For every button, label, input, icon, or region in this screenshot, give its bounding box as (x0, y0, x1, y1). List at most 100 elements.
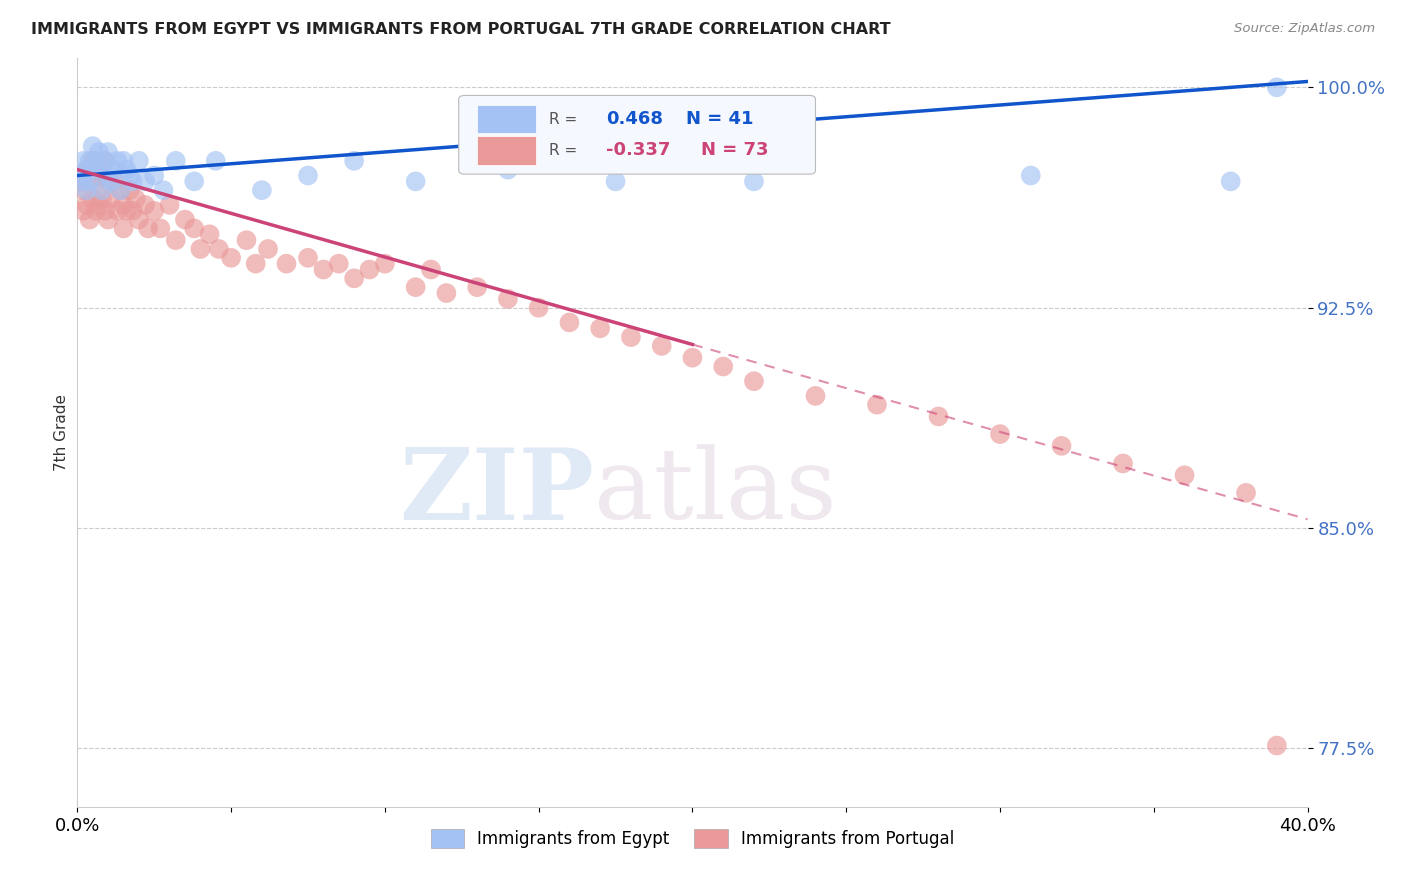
Legend: Immigrants from Egypt, Immigrants from Portugal: Immigrants from Egypt, Immigrants from P… (423, 822, 962, 855)
Point (118, 169, 141, 183)
Point (208, 242, 231, 256)
Point (651, 339, 673, 353)
Point (84, 174, 107, 188)
Text: R =: R = (548, 143, 576, 158)
Point (183, 221, 205, 235)
Point (1265, 739, 1288, 753)
Point (115, 162, 138, 177)
Point (250, 183, 273, 197)
Text: atlas: atlas (595, 445, 837, 541)
Point (257, 242, 280, 256)
Point (143, 203, 166, 218)
Point (103, 162, 125, 177)
Point (219, 251, 242, 265)
Text: N = 73: N = 73 (702, 142, 769, 160)
Point (152, 183, 174, 197)
Point (1219, 174, 1241, 188)
Point (136, 221, 159, 235)
Point (405, 174, 427, 188)
Point (343, 271, 366, 285)
Point (105, 203, 128, 218)
Text: ZIP: ZIP (399, 444, 595, 541)
Point (620, 330, 643, 344)
Point (87, 145, 110, 159)
Point (90, 183, 114, 197)
Point (1050, 439, 1073, 453)
Point (115, 203, 138, 218)
Point (1112, 457, 1135, 471)
Y-axis label: 7th Grade: 7th Grade (53, 394, 69, 471)
Point (76, 183, 98, 197)
Point (72, 153, 94, 168)
Point (804, 389, 827, 403)
Point (97, 174, 120, 188)
Point (465, 280, 488, 294)
Point (82, 162, 104, 177)
Point (405, 280, 427, 294)
Point (496, 162, 519, 177)
Point (110, 183, 132, 197)
Point (118, 183, 141, 197)
Point (79, 174, 101, 188)
Text: R =: R = (548, 112, 576, 127)
Point (928, 409, 950, 424)
Point (328, 257, 350, 271)
FancyBboxPatch shape (458, 95, 815, 174)
Point (97, 145, 120, 159)
Point (100, 174, 122, 188)
Point (276, 257, 298, 271)
Point (94, 153, 117, 168)
Text: -0.337: -0.337 (606, 142, 671, 160)
Point (121, 174, 143, 188)
Point (988, 427, 1011, 442)
Point (204, 153, 226, 168)
Point (605, 174, 627, 188)
Point (79, 153, 101, 168)
Text: N = 41: N = 41 (686, 110, 754, 128)
Point (134, 174, 156, 188)
Point (1174, 468, 1197, 483)
Bar (477, 136, 536, 165)
Point (84, 203, 107, 218)
Point (97, 212, 120, 227)
Point (84, 153, 107, 168)
Point (742, 374, 765, 388)
Point (312, 262, 335, 277)
Point (1265, 80, 1288, 95)
Point (245, 257, 267, 271)
Point (188, 242, 212, 256)
Point (82, 192, 104, 206)
Point (134, 198, 156, 212)
Point (589, 321, 612, 335)
Point (121, 203, 143, 218)
Point (183, 174, 205, 188)
Point (527, 301, 550, 315)
Point (90, 162, 114, 177)
Point (1019, 169, 1042, 183)
Point (112, 221, 135, 235)
Point (198, 227, 221, 242)
Point (94, 153, 117, 168)
Point (82, 153, 104, 168)
Point (128, 153, 150, 168)
Text: Source: ZipAtlas.com: Source: ZipAtlas.com (1234, 22, 1375, 36)
Point (159, 198, 181, 212)
Point (866, 398, 889, 412)
Point (69, 174, 91, 188)
Bar (477, 105, 536, 134)
Point (1234, 486, 1257, 500)
Point (174, 212, 197, 227)
Point (682, 351, 704, 365)
Point (165, 153, 187, 168)
Point (87, 198, 110, 212)
Point (742, 174, 765, 188)
Point (343, 153, 366, 168)
Point (76, 198, 98, 212)
Point (711, 359, 734, 374)
Point (76, 162, 98, 177)
Point (110, 183, 132, 197)
Point (97, 169, 120, 183)
Point (100, 192, 122, 206)
Point (82, 139, 104, 153)
Point (72, 183, 94, 197)
